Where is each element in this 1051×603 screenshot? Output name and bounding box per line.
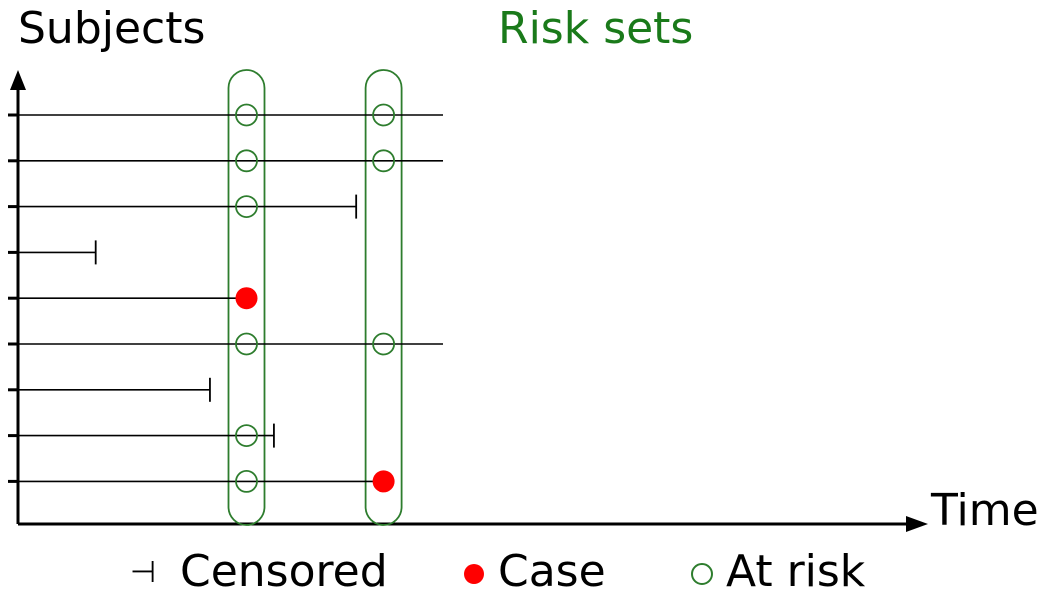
at-risk-marker [235, 149, 258, 173]
at-risk-marker [372, 149, 396, 173]
at-risk-marker [372, 332, 396, 356]
legend-item-case: Case [462, 548, 622, 600]
legend-at-risk-label: At risk [726, 546, 866, 597]
at-risk-marker [235, 332, 258, 356]
risk-sets-title: Risk sets [498, 3, 694, 54]
legend-case-label: Case [498, 546, 606, 597]
x-axis-arrow-icon [906, 516, 928, 532]
legend-censored-label: Censored [180, 546, 388, 597]
at-risk-circle-icon [691, 563, 713, 585]
at-risk-marker [235, 469, 258, 493]
y-axis-arrow-icon [10, 70, 26, 90]
x-axis-label: Time [931, 485, 1039, 536]
case-dot-icon [464, 564, 484, 584]
legend: ⊣ Censored Case At risk [0, 548, 1051, 600]
legend-item-censored: ⊣ Censored [130, 548, 400, 600]
censored-symbol-icon: ⊣ [130, 555, 157, 590]
case-marker [235, 287, 258, 310]
y-axis-label: Subjects [18, 3, 206, 54]
at-risk-marker [235, 103, 258, 127]
at-risk-marker [235, 424, 258, 448]
risk-set-2 [364, 69, 403, 526]
legend-item-at-risk: At risk [690, 548, 890, 600]
at-risk-marker [235, 195, 258, 219]
at-risk-marker [372, 103, 396, 127]
case-marker [372, 470, 395, 493]
